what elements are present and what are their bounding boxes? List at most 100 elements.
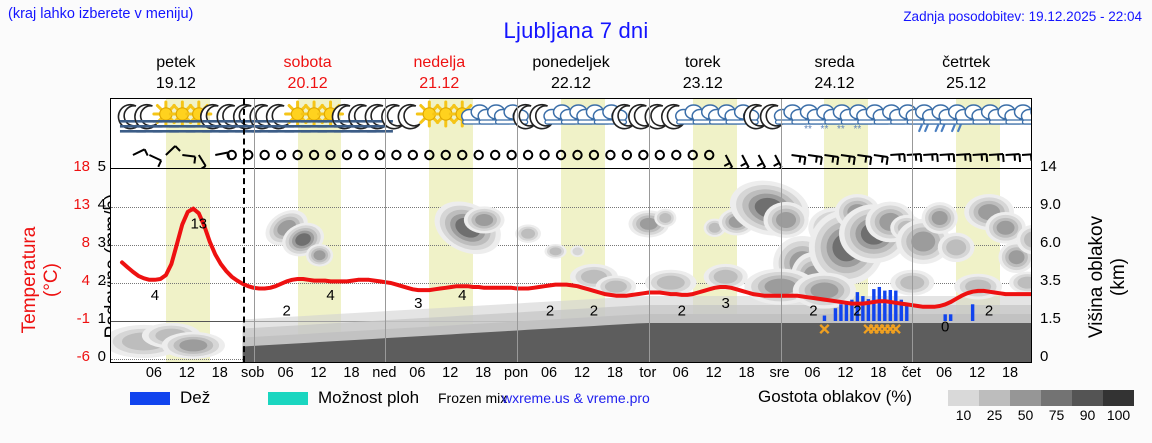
x-tick-18-10: 18 (475, 365, 492, 381)
cloud-density-step-90 (1072, 390, 1103, 406)
temperature-tick-13: 13 (73, 196, 90, 213)
cloud-height-tick-1.5: 1.5 (1040, 310, 1061, 327)
day-header-nedelja: nedelja 21.12 (373, 52, 505, 97)
legend-rain-label: Dež (180, 388, 211, 407)
cloud-density-legend-title: Gostota oblakov (%) (758, 387, 913, 406)
x-tick-čet-23: čet (901, 365, 921, 381)
cloud-height-tick-6.0: 6.0 (1040, 234, 1061, 251)
current-time-line (243, 99, 246, 362)
legend-showers-swatch (268, 392, 308, 405)
cloud-density-step-50 (1010, 390, 1041, 406)
cloud-density-step-25 (979, 390, 1010, 406)
weather-icons: ** ** ** ** (117, 100, 1031, 135)
day-name: nedelja (413, 54, 466, 71)
x-tick-sre-19: sre (769, 365, 790, 381)
cloud-density-label-100: 100 (1106, 407, 1131, 423)
svg-text:3: 3 (414, 295, 422, 312)
day-header-petek: petek 19.12 (110, 52, 242, 97)
svg-text:13: 13 (190, 216, 207, 233)
day-date: 20.12 (287, 75, 328, 92)
cloud-height-tick-9.0: 9.0 (1040, 196, 1061, 213)
day-header-row: petek 19.12 sobota 20.12 nedelja 21.12 ponedel… (110, 52, 1032, 97)
cloud-height-tick-0: 0 (1040, 348, 1049, 365)
cloud-density-step-10 (948, 390, 979, 406)
wind-barb-band (111, 136, 1031, 168)
x-tick-06-12: 06 (540, 365, 558, 381)
legend-rain-swatch (130, 392, 170, 405)
day-separator-4 (648, 99, 650, 362)
svg-text:4: 4 (151, 287, 159, 304)
svg-text:2: 2 (546, 303, 554, 320)
precipitation-tick-0: 0 (97, 348, 106, 365)
last-update-text: Zadnja posodobitev: 19.12.2025 - 22:04 (903, 9, 1142, 24)
svg-text:2: 2 (853, 303, 861, 320)
svg-text:4: 4 (458, 287, 466, 304)
precipitation-tick-3: 3 (97, 234, 106, 251)
cloud-height-axis-title: Višina oblakov (km) (1086, 215, 1129, 339)
precipitation-tick-2: 2 (97, 272, 106, 289)
x-tick-tor-15: tor (639, 365, 657, 381)
x-tick-12-17: 12 (705, 365, 722, 381)
day-date: 21.12 (419, 75, 460, 92)
svg-text:2: 2 (590, 303, 598, 320)
day-date: 19.12 (155, 75, 196, 92)
cloud-density-label-25: 25 (986, 407, 1003, 423)
x-tick-18-18: 18 (738, 365, 755, 381)
day-date: 23.12 (682, 75, 723, 92)
daytime-band-0 (165, 99, 210, 362)
cloud-density-label-10: 10 (955, 407, 972, 423)
x-tick-12-9: 12 (442, 365, 459, 381)
temperature-tick-18: 18 (73, 158, 90, 175)
gridline-1 (111, 207, 1031, 208)
svg-text:**: ** (853, 124, 861, 135)
legend-showers-label: Možnost ploh (318, 388, 420, 407)
day-name: četrtek (942, 54, 991, 71)
temperature-tick-8: 8 (81, 234, 90, 251)
day-name: sreda (814, 54, 855, 71)
day-header-ponedeljek: ponedeljek 22.12 (505, 52, 637, 97)
svg-text:2: 2 (985, 303, 993, 320)
x-tick-12-5: 12 (310, 365, 327, 381)
day-header-torek: torek 23.12 (637, 52, 769, 97)
chart-legend: Dež Možnost ploh Frozen mix wxreme.us & … (110, 387, 1150, 423)
cloud-height-tick-3.5: 3.5 (1040, 272, 1061, 289)
x-tick-06-8: 06 (409, 365, 426, 381)
day-name: torek (684, 54, 721, 71)
svg-text:**: ** (804, 124, 812, 135)
day-name: ponedeljek (532, 54, 610, 71)
day-date: 22.12 (550, 75, 592, 92)
cloud-density-label-90: 90 (1079, 407, 1096, 423)
svg-text:2: 2 (809, 303, 817, 320)
svg-text:**: ** (837, 124, 845, 135)
svg-text:3: 3 (721, 295, 729, 312)
temperature-tick-4: 4 (81, 272, 90, 289)
cloud-height-tick-14: 14 (1040, 158, 1057, 175)
cloud-density-step-100 (1103, 390, 1134, 406)
svg-text:4: 4 (326, 287, 334, 304)
precipitation-tick-5: 5 (97, 158, 106, 175)
day-separator-1 (253, 99, 255, 362)
x-tick-sob-3: sob (240, 365, 265, 381)
cloud-density-step-75 (1041, 390, 1072, 406)
day-separator-2 (385, 99, 387, 362)
wind-barbs (132, 145, 1031, 168)
day-date: 25.12 (946, 75, 987, 92)
cloud-density-ramp (948, 390, 1134, 406)
credit-link[interactable]: wxreme.us & vreme.pro (502, 390, 650, 406)
cloud-density-label-50: 50 (1017, 407, 1034, 423)
x-tick-06-4: 06 (277, 365, 294, 381)
cloud-density-label-75: 75 (1048, 407, 1065, 423)
day-name: petek (156, 54, 196, 71)
svg-text:2: 2 (282, 303, 290, 320)
x-tick-18-6: 18 (343, 365, 360, 381)
precipitation-tick-4: 4 (97, 196, 106, 213)
x-tick-12-1: 12 (178, 365, 195, 381)
x-tick-12-21: 12 (837, 365, 854, 381)
x-tick-18-26: 18 (1001, 365, 1019, 381)
svg-text:**: ** (821, 124, 829, 135)
day-separator-6 (912, 99, 914, 362)
x-tick-06-24: 06 (936, 365, 953, 381)
